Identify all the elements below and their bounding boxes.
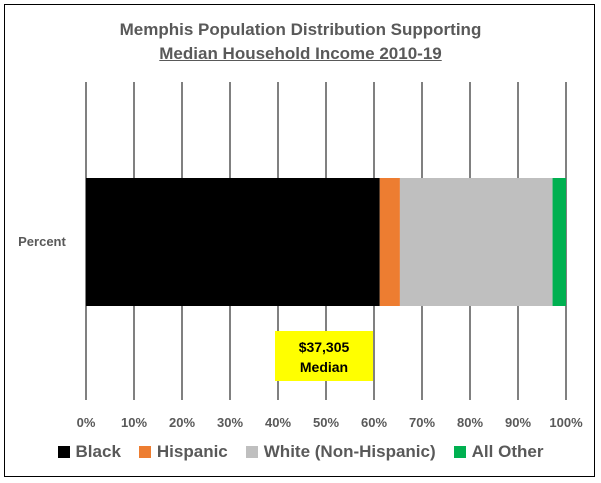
x-tick-label: 60% — [361, 415, 387, 430]
legend-swatch — [453, 446, 466, 458]
legend-label: All Other — [471, 442, 544, 461]
x-tick-label: 90% — [505, 415, 531, 430]
chart-legend: Black Hispanic White (Non-Hispanic) All Oth… — [0, 442, 601, 462]
x-tick-label: 50% — [313, 415, 339, 430]
legend-label: White (Non-Hispanic) — [263, 442, 436, 461]
x-tick-label: 10% — [121, 415, 147, 430]
legend-item: Black — [57, 442, 121, 462]
x-tick-label: 20% — [169, 415, 195, 430]
chart-title: Memphis Population Distribution Supporti… — [119, 20, 482, 39]
chart-subtitle: Median Household Income 2010-19 — [159, 44, 442, 63]
x-tick-label: 80% — [457, 415, 483, 430]
median-annotation-box — [275, 331, 373, 381]
legend-item: White (Non-Hispanic) — [245, 442, 436, 462]
bar-segment — [379, 178, 400, 306]
legend-item: Hispanic — [138, 442, 228, 462]
x-tick-label: 40% — [265, 415, 291, 430]
bar-segment — [86, 178, 380, 306]
legend-swatch — [245, 446, 258, 458]
median-label: Median — [300, 359, 348, 375]
x-tick-label: 70% — [409, 415, 435, 430]
x-tick-label: 0% — [77, 415, 96, 430]
legend-label: Black — [75, 442, 121, 461]
x-tick-label: 100% — [549, 415, 583, 430]
legend-item: All Other — [453, 442, 544, 462]
y-category-label: Percent — [18, 234, 66, 249]
x-tick-label: 30% — [217, 415, 243, 430]
legend-swatch — [138, 446, 151, 458]
median-value-label: $37,305 — [299, 339, 350, 355]
legend-swatch — [57, 446, 70, 458]
legend-label: Hispanic — [156, 442, 228, 461]
bar-segment — [399, 178, 553, 306]
bar-segment — [552, 178, 566, 306]
